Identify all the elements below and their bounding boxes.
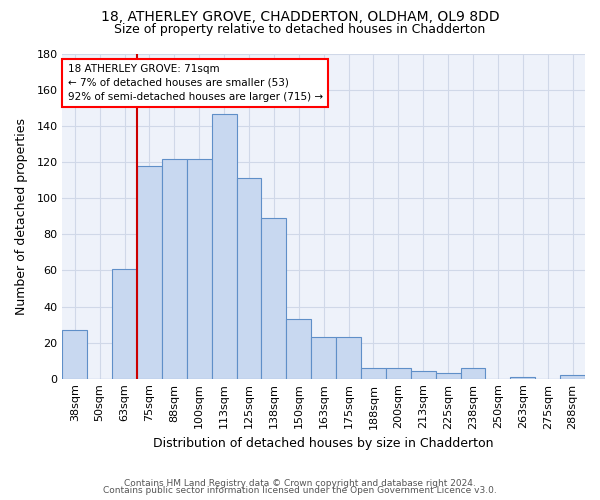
Bar [212,114,236,378]
Bar [560,375,585,378]
Text: Contains HM Land Registry data © Crown copyright and database right 2024.: Contains HM Land Registry data © Crown c… [124,478,476,488]
Bar [311,337,336,378]
Text: 18 ATHERLEY GROVE: 71sqm
← 7% of detached houses are smaller (53)
92% of semi-de: 18 ATHERLEY GROVE: 71sqm ← 7% of detache… [68,64,323,102]
Bar [286,319,311,378]
Bar [461,368,485,378]
Bar [162,158,187,378]
Text: Contains public sector information licensed under the Open Government Licence v3: Contains public sector information licen… [103,486,497,495]
Bar [187,158,212,378]
Text: 18, ATHERLEY GROVE, CHADDERTON, OLDHAM, OL9 8DD: 18, ATHERLEY GROVE, CHADDERTON, OLDHAM, … [101,10,499,24]
Bar [62,330,87,378]
Bar [361,368,386,378]
Bar [262,218,286,378]
Bar [411,372,436,378]
Bar [236,178,262,378]
Text: Size of property relative to detached houses in Chadderton: Size of property relative to detached ho… [115,22,485,36]
Bar [112,268,137,378]
X-axis label: Distribution of detached houses by size in Chadderton: Distribution of detached houses by size … [154,437,494,450]
Bar [386,368,411,378]
Bar [436,374,461,378]
Bar [511,377,535,378]
Bar [336,337,361,378]
Y-axis label: Number of detached properties: Number of detached properties [15,118,28,315]
Bar [137,166,162,378]
